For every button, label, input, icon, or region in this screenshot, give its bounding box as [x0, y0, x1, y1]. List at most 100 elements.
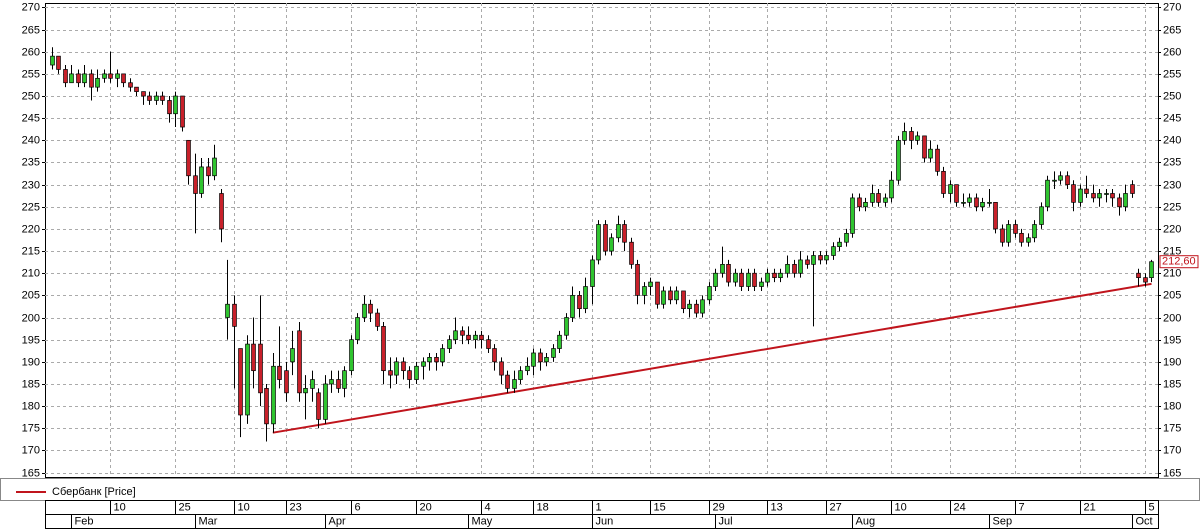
x-tick-label: 18 — [537, 501, 549, 513]
candle-body — [831, 246, 836, 256]
y-tick-label: 210 — [22, 267, 40, 279]
candle-body — [1117, 197, 1122, 208]
candle-body — [310, 379, 315, 389]
candle-body — [811, 255, 816, 265]
candle-body — [512, 379, 517, 389]
y-tick-label: 180 — [22, 400, 40, 412]
candle-body — [694, 303, 699, 314]
candle-body — [974, 197, 979, 208]
candle-body — [837, 241, 842, 247]
candle-body — [323, 383, 328, 420]
candle-body — [388, 370, 393, 376]
candle-body — [564, 317, 569, 336]
y-tick-label: 230 — [22, 179, 40, 191]
candle-body — [1052, 179, 1057, 182]
plot-frame — [45, 3, 1159, 478]
y2-tick-label: 185 — [1163, 378, 1181, 390]
candle-body — [681, 290, 686, 310]
y2-tick-label: 265 — [1163, 24, 1181, 36]
candle-body — [902, 131, 907, 141]
x-tick-label: 15 — [654, 501, 666, 513]
candle-body — [69, 73, 74, 84]
y-tick-label: 195 — [22, 334, 40, 346]
candle-body — [577, 295, 582, 310]
candle-body — [264, 388, 269, 425]
y-tick-label: 205 — [22, 289, 40, 301]
candle-body — [531, 352, 536, 367]
y-tick-label: 225 — [22, 201, 40, 213]
candle-body — [1058, 175, 1063, 181]
candle-body — [63, 69, 68, 84]
y-tick-label: 235 — [22, 156, 40, 168]
y2-tick-label: 225 — [1163, 201, 1181, 213]
y2-tick-label: 180 — [1163, 400, 1181, 412]
candle-body — [147, 95, 152, 101]
y2-tick-label: 195 — [1163, 334, 1181, 346]
candle-body — [941, 170, 946, 194]
candle-body — [876, 193, 881, 203]
legend-area — [0, 478, 1200, 501]
candle-body — [466, 334, 471, 341]
candle-body — [219, 193, 224, 230]
month-label: Feb — [75, 515, 94, 527]
candle-body — [258, 343, 263, 394]
y-tick-label: 255 — [22, 68, 40, 80]
candle-body — [603, 224, 608, 252]
candle-body — [896, 139, 901, 181]
candle-body — [1084, 188, 1089, 194]
candle-body — [284, 370, 289, 394]
candle-body — [622, 224, 627, 243]
candle-body — [277, 365, 282, 380]
month-label: Sep — [993, 515, 1013, 527]
y2-tick-label: 240 — [1163, 134, 1181, 146]
candle-body — [798, 259, 803, 274]
candle-body — [635, 264, 640, 296]
x-tick-label: 13 — [771, 501, 783, 513]
candle-body — [141, 91, 146, 97]
candle-body — [271, 365, 276, 425]
y-tick-label: 270 — [22, 1, 40, 13]
candle-body — [765, 272, 770, 283]
y2-tick-label: 270 — [1163, 1, 1181, 13]
candle-body — [596, 224, 601, 261]
candle-body — [954, 184, 959, 203]
candle-body — [251, 343, 256, 372]
y2-tick-label: 220 — [1163, 223, 1181, 235]
candle-body — [160, 95, 165, 101]
candle-body — [674, 290, 679, 301]
candle-body — [89, 73, 94, 88]
y2-tick-label: 190 — [1163, 356, 1181, 368]
month-label: Apr — [329, 515, 346, 527]
candle-body — [883, 197, 888, 203]
candle-body — [355, 317, 360, 341]
y-tick-label: 200 — [22, 312, 40, 324]
candle-body — [134, 86, 139, 92]
last-price-box — [1159, 255, 1199, 269]
candle-body — [967, 197, 972, 203]
candle-body — [453, 330, 458, 341]
candle-body — [993, 201, 998, 230]
candle-body — [316, 392, 321, 420]
y-tick-label: 190 — [22, 356, 40, 368]
candle-body — [440, 348, 445, 363]
month-label: Mar — [199, 515, 218, 527]
candle-body — [759, 281, 764, 287]
candle-body — [173, 95, 178, 115]
candle-body — [661, 290, 666, 305]
candle-body — [707, 286, 712, 301]
y-tick-label: 215 — [22, 245, 40, 257]
candle-body — [909, 131, 914, 141]
candle-body — [368, 303, 373, 314]
candle-body — [720, 264, 725, 274]
candle-body — [238, 348, 243, 416]
y2-tick-label: 255 — [1163, 68, 1181, 80]
candle-body — [525, 365, 530, 372]
x-tick-label: 6 — [355, 501, 361, 513]
candle-body — [713, 272, 718, 287]
candle-body — [538, 352, 543, 363]
candle-body — [980, 201, 985, 208]
candle-body — [154, 95, 159, 101]
y2-tick-label: 210 — [1163, 267, 1181, 279]
